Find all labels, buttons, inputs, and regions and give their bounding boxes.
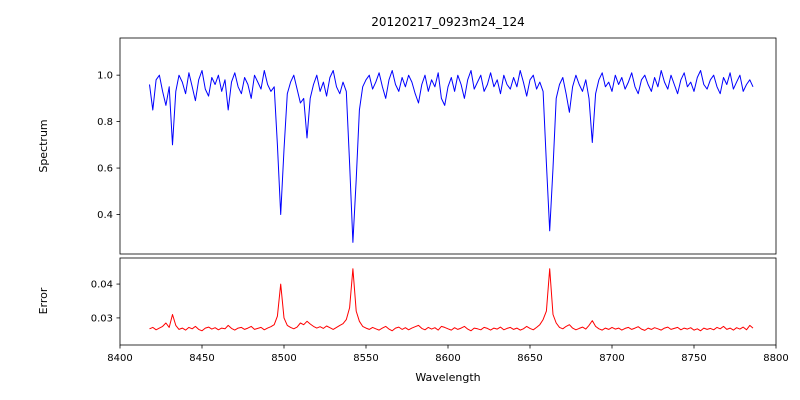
x-tick-label: 8400 (107, 353, 132, 364)
y-axis-label-error: Error (37, 287, 50, 314)
x-tick-label: 8700 (599, 353, 624, 364)
y-axis-label-spectrum: Spectrum (37, 119, 50, 172)
y-tick-label: 0.6 (97, 164, 113, 175)
y-tick-label: 0.4 (97, 210, 113, 221)
x-axis-label: Wavelength (415, 371, 480, 384)
figure-title: 20120217_0923m24_124 (371, 15, 524, 29)
plot-layer: 0.4 0.6 0.8 1.0 0.03 0.04 8400 8450 8500 8550 8600… (91, 37, 789, 364)
axes-frame (119, 257, 777, 346)
error-line (149, 268, 754, 332)
x-tick-label: 8800 (763, 353, 788, 364)
x-tick-label: 8650 (517, 353, 542, 364)
axes-frame (119, 37, 777, 255)
x-tick-label: 8750 (681, 353, 706, 364)
y-tick-label: 0.04 (91, 280, 113, 291)
x-tick-label: 8500 (271, 353, 296, 364)
x-tick-label: 8600 (435, 353, 460, 364)
y-tick-label: 1.0 (97, 71, 113, 82)
y-tick-label: 0.03 (91, 313, 113, 324)
x-tick-label: 8550 (353, 353, 378, 364)
spectrum-line (149, 70, 754, 243)
x-tick-label: 8450 (189, 353, 214, 364)
y-tick-label: 0.8 (97, 117, 113, 128)
